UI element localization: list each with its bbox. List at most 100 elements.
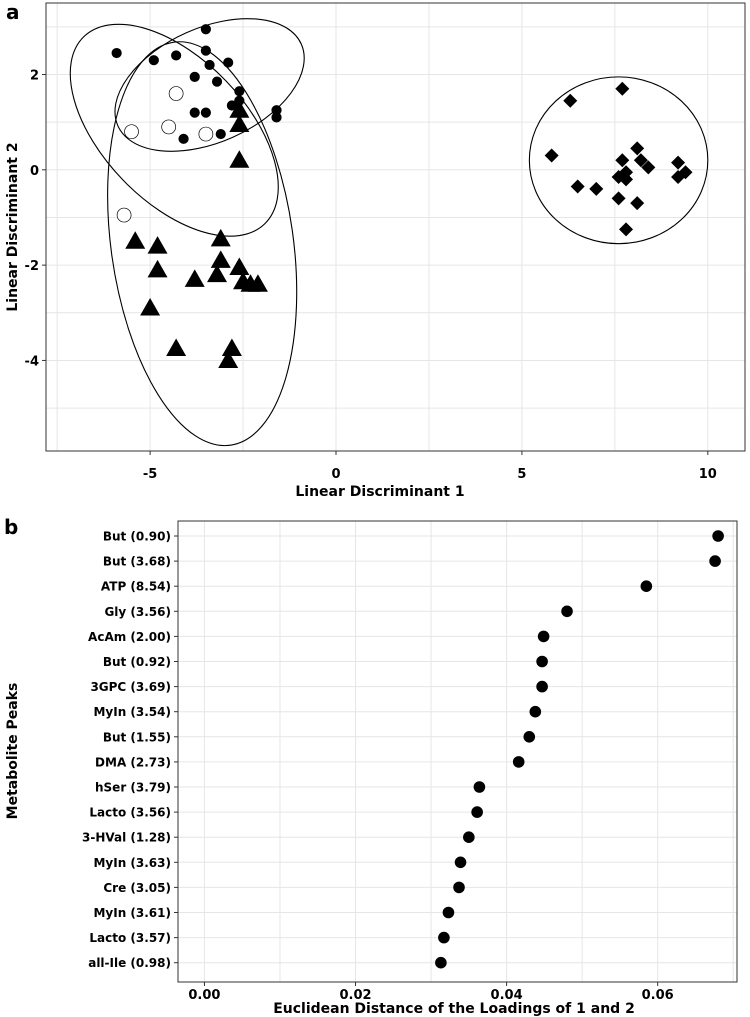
panel-a: a -5 0 5 10 2 0 -2 -4 Linear Discriminant 1 Lin… [5, 0, 746, 500]
category-label: But (3.68) [103, 555, 171, 569]
group-filled-circle-point [200, 107, 211, 118]
category-label: Lacto (3.56) [89, 806, 171, 820]
metabolite-point [442, 906, 455, 919]
panel-a-gridlines [46, 3, 745, 451]
group-diamond-point [641, 160, 656, 175]
category-label: AcAm (2.00) [88, 630, 171, 644]
group-triangle-point [210, 250, 231, 268]
panel-b-points [435, 530, 724, 969]
metabolite-point [536, 655, 548, 668]
metabolite-point [463, 831, 475, 843]
category-label: 3-HVal (1.28) [82, 831, 171, 845]
group-open-circle-point [161, 119, 177, 135]
group-open-circle-point [124, 124, 139, 140]
group-triangle-point [218, 350, 239, 368]
group-diamond-point [630, 141, 645, 156]
category-label: MyIn (3.63) [93, 856, 171, 870]
group-filled-circle-point [111, 47, 122, 59]
group-triangle-point [229, 100, 250, 118]
panel-a-ticks: -5 0 5 10 2 0 -2 -4 [25, 68, 717, 482]
metabolite-point [512, 756, 525, 768]
panel-a-x-axis-title: Linear Discriminant 1 [295, 484, 464, 500]
metabolite-point [438, 931, 450, 944]
metabolite-point [473, 781, 486, 793]
x-tick-label: 0.00 [188, 988, 220, 1003]
group-triangle-point [207, 264, 228, 283]
category-label: all-Ile (0.98) [88, 956, 171, 970]
metabolite-point [471, 806, 483, 818]
group-filled-circle-point [204, 59, 215, 71]
group-triangle-point [221, 338, 242, 357]
group-diamond-point [671, 169, 686, 184]
category-label: Gly (3.56) [104, 605, 171, 619]
category-label: But (0.90) [103, 530, 171, 544]
group-diamond-point [619, 222, 634, 237]
group-triangle-point [229, 150, 250, 168]
group-diamond-point [619, 172, 634, 187]
group-triangle-point [229, 257, 250, 276]
group-triangle-point [229, 114, 250, 133]
metabolite-point [712, 530, 724, 542]
group-filled-circle-point [200, 24, 211, 35]
group-diamond-point [615, 153, 630, 168]
group-triangle-point [147, 259, 168, 278]
metabolite-point [523, 731, 536, 743]
panel-b-category-labels: But (0.90) But (3.68) ATP (8.54) Gly (3.56)… [82, 530, 171, 971]
category-label: hSer (3.79) [95, 781, 171, 795]
x-tick-label: 0.04 [491, 988, 523, 1003]
group-filled-circle-point [171, 50, 182, 61]
category-label: But (1.55) [103, 730, 171, 744]
group-triangle-point [166, 338, 187, 357]
panel-a-ellipses [69, 18, 709, 447]
metabolite-point [453, 881, 465, 894]
category-label: ATP (8.54) [101, 580, 171, 594]
group-triangle-point [184, 269, 205, 287]
group-diamond-point [630, 196, 645, 211]
y-tick-label: 2 [30, 68, 39, 83]
category-label: 3GPC (3.69) [90, 680, 171, 694]
group-filled-circle-point [189, 71, 200, 82]
group-open-circle-point [168, 86, 184, 101]
y-tick-label: 0 [30, 164, 39, 179]
group-diamond-point [671, 155, 686, 170]
panel-b-gridlines [178, 521, 737, 982]
category-label: MyIn (3.54) [93, 705, 171, 719]
group-filled-circle-point [223, 57, 234, 68]
x-tick-label: -5 [143, 467, 157, 482]
x-tick-label: 0.02 [339, 988, 371, 1003]
ellipse-filled-circle [114, 18, 305, 152]
panel-b-letter: b [4, 515, 18, 539]
category-label: DMA (2.73) [95, 755, 171, 769]
panel-a-y-axis-title: Linear Discriminant 2 [5, 142, 21, 311]
group-filled-circle-point [148, 55, 159, 66]
metabolite-point [454, 856, 467, 869]
group-triangle-point [247, 274, 268, 292]
panel-b: b 0.00 0.02 0.04 0.06 But (0.90) But (3.68) A… [4, 515, 738, 1017]
metabolite-point [537, 630, 550, 643]
metabolite-point [529, 705, 542, 718]
category-label: Cre (3.05) [103, 881, 171, 895]
y-tick-label: -2 [25, 259, 39, 274]
panel-a-frame [45, 2, 746, 452]
x-tick-label: 10 [699, 467, 717, 482]
group-diamond-point [611, 191, 626, 206]
group-diamond-point [544, 148, 559, 163]
group-filled-circle-point [211, 76, 223, 87]
group-diamond-point [570, 179, 585, 194]
panel-a-letter: a [6, 0, 20, 24]
ellipse-diamond [528, 76, 709, 245]
metabolite-point [435, 956, 447, 969]
group-filled-circle-point [178, 133, 189, 144]
group-triangle-point [140, 298, 161, 316]
ellipse-triangle [107, 41, 298, 447]
group-filled-circle-point [200, 45, 211, 56]
group-filled-circle-point [234, 86, 245, 97]
group-diamond-point [633, 153, 648, 168]
y-tick-label: -4 [25, 354, 39, 369]
metabolite-point [561, 605, 573, 618]
panel-b-y-axis-title: Metabolite Peaks [5, 683, 21, 820]
group-filled-circle-point [271, 112, 282, 123]
category-label: Lacto (3.57) [89, 931, 171, 945]
group-filled-circle-point [215, 128, 226, 140]
ellipse-open-circle [69, 23, 279, 237]
